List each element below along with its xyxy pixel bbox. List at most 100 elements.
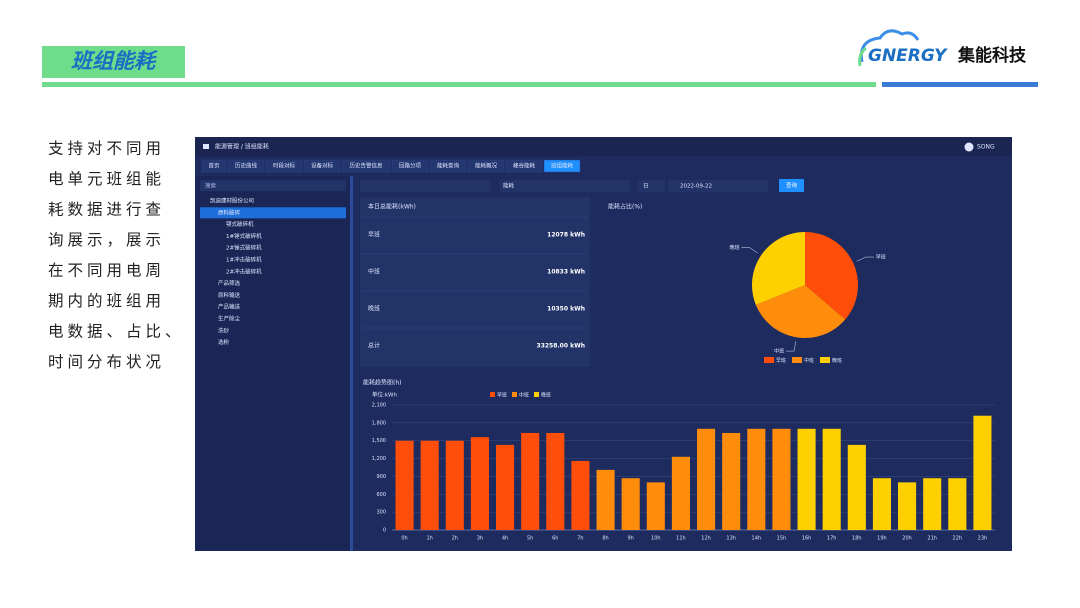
tab[interactable]	[341, 159, 391, 173]
bar	[697, 428, 716, 530]
pie-leader	[856, 256, 874, 262]
tab[interactable]	[201, 159, 227, 173]
x-tick-label: 15h	[777, 536, 787, 542]
query-button[interactable]	[779, 179, 804, 192]
tree-node[interactable]: 产品输送	[218, 303, 241, 311]
pie-slice	[755, 285, 846, 338]
energy-select[interactable]	[500, 180, 630, 192]
bar	[445, 440, 464, 530]
y-tick-label: 1,200	[372, 456, 386, 462]
x-tick-label: 1h	[427, 536, 433, 542]
pie-label: 早班	[876, 254, 886, 261]
description-line: 时间分布状况	[48, 353, 165, 371]
description-line: 电单元班组能	[48, 170, 165, 188]
user-name[interactable]: SONG	[977, 144, 995, 151]
bar	[948, 478, 967, 530]
tab[interactable]	[227, 159, 265, 173]
tab[interactable]	[543, 159, 581, 173]
tab-label[interactable]: 回路分项	[399, 162, 422, 170]
search-box[interactable]	[360, 180, 490, 192]
tree-node[interactable]: 1#冲击破碎机	[226, 256, 262, 264]
description-line: 在不同用电周	[48, 262, 165, 280]
tab-label[interactable]: 能耗查询	[437, 162, 460, 170]
y-tick-label: 2,100	[372, 403, 386, 409]
tree-node[interactable]: 颚式破碎机	[226, 220, 254, 228]
x-tick-label: 0h	[401, 536, 407, 542]
logo-cn: 集能科技	[957, 45, 1027, 66]
bar	[395, 440, 414, 530]
energy-type: 能耗	[503, 182, 515, 190]
bar	[521, 432, 540, 530]
x-tick-label: 5h	[527, 536, 533, 542]
tree-node[interactable]: 1#锤式破碎机	[226, 232, 262, 240]
tree-node[interactable]: 原料输送	[218, 291, 241, 299]
summary-label: 中班	[368, 268, 380, 276]
x-tick-label: 12h	[701, 536, 711, 542]
x-tick-label: 16h	[802, 536, 812, 542]
bar-unit: 单位:kWh	[372, 391, 397, 399]
bar	[847, 444, 866, 530]
tree-node[interactable]: 2#冲击破碎机	[226, 267, 262, 275]
x-tick-label: 13h	[726, 536, 736, 542]
tree-node[interactable]: 原料破碎	[218, 208, 241, 216]
pie-label: 中班	[774, 348, 784, 355]
x-tick-label: 21h	[927, 536, 937, 542]
y-tick-label: 1,800	[372, 420, 386, 426]
tree-node[interactable]: 凯迪建材股份公司	[210, 197, 254, 205]
app-topbar	[195, 137, 1012, 156]
bar	[898, 482, 917, 530]
pie-label: 晚班	[729, 244, 739, 251]
tab-label[interactable]: 峰谷能耗	[513, 162, 536, 170]
description-line: 询展示，展示	[48, 231, 165, 249]
sidebar-search[interactable]	[200, 180, 346, 191]
tab[interactable]	[505, 159, 543, 173]
bar-legend-label: 早班	[497, 392, 507, 399]
y-tick-label: 900	[376, 474, 386, 480]
bar	[546, 432, 565, 530]
x-tick-label: 11h	[676, 536, 686, 542]
x-tick-label: 20h	[902, 536, 912, 542]
tab-label[interactable]: 设备对标	[311, 162, 334, 170]
logo-swoosh	[858, 46, 867, 67]
x-tick-label: 22h	[953, 536, 963, 542]
bar	[747, 428, 766, 530]
x-tick-label: 2h	[452, 536, 458, 542]
tab-label[interactable]: 时段对标	[273, 162, 296, 170]
tree-node[interactable]: 产品筛选	[218, 279, 241, 287]
dynamic-layer: 支持对不同用电单元班组能耗数据进行查询展示，展示在不同用电周期内的班组用电数据、…	[48, 140, 995, 542]
tab[interactable]	[265, 159, 303, 173]
tab[interactable]	[303, 159, 341, 173]
pie-legend-label: 晚班	[832, 357, 842, 364]
bar-legend-label: 晚班	[541, 392, 551, 399]
bar	[571, 460, 590, 530]
bar	[596, 469, 615, 530]
tree-node[interactable]: 洗砂	[218, 326, 230, 334]
tab[interactable]	[391, 159, 429, 173]
tree-node[interactable]: 2#锤式破碎机	[226, 244, 262, 252]
x-tick-label: 14h	[752, 536, 762, 542]
bar	[496, 444, 515, 530]
query-label[interactable]: 查询	[786, 181, 798, 189]
pie-leader	[786, 341, 796, 352]
pie-slice	[805, 232, 859, 320]
avatar	[964, 142, 974, 152]
tree-node[interactable]: 生产除尘	[218, 315, 241, 323]
tab-label[interactable]: 能耗概况	[475, 162, 498, 170]
tab-label[interactable]: 首页	[208, 162, 220, 170]
date-picker[interactable]	[668, 180, 768, 192]
app-sidebar	[195, 176, 350, 551]
bar	[470, 437, 489, 530]
menu-icon	[203, 144, 209, 149]
bar-legend-swatch	[512, 392, 517, 397]
tree-node[interactable]: 选粉	[218, 338, 230, 346]
summary-value: 10350 kWh	[547, 306, 585, 313]
tab-label[interactable]: 历史告警信息	[349, 162, 383, 170]
tab[interactable]	[429, 159, 467, 173]
period-select[interactable]	[638, 180, 665, 192]
tab[interactable]	[467, 159, 505, 173]
pie-slice	[752, 232, 805, 305]
y-tick-label: 300	[376, 510, 386, 516]
tab-label[interactable]: 班组能耗	[551, 162, 574, 170]
bar	[722, 432, 741, 530]
tab-label[interactable]: 历史曲线	[235, 162, 258, 170]
